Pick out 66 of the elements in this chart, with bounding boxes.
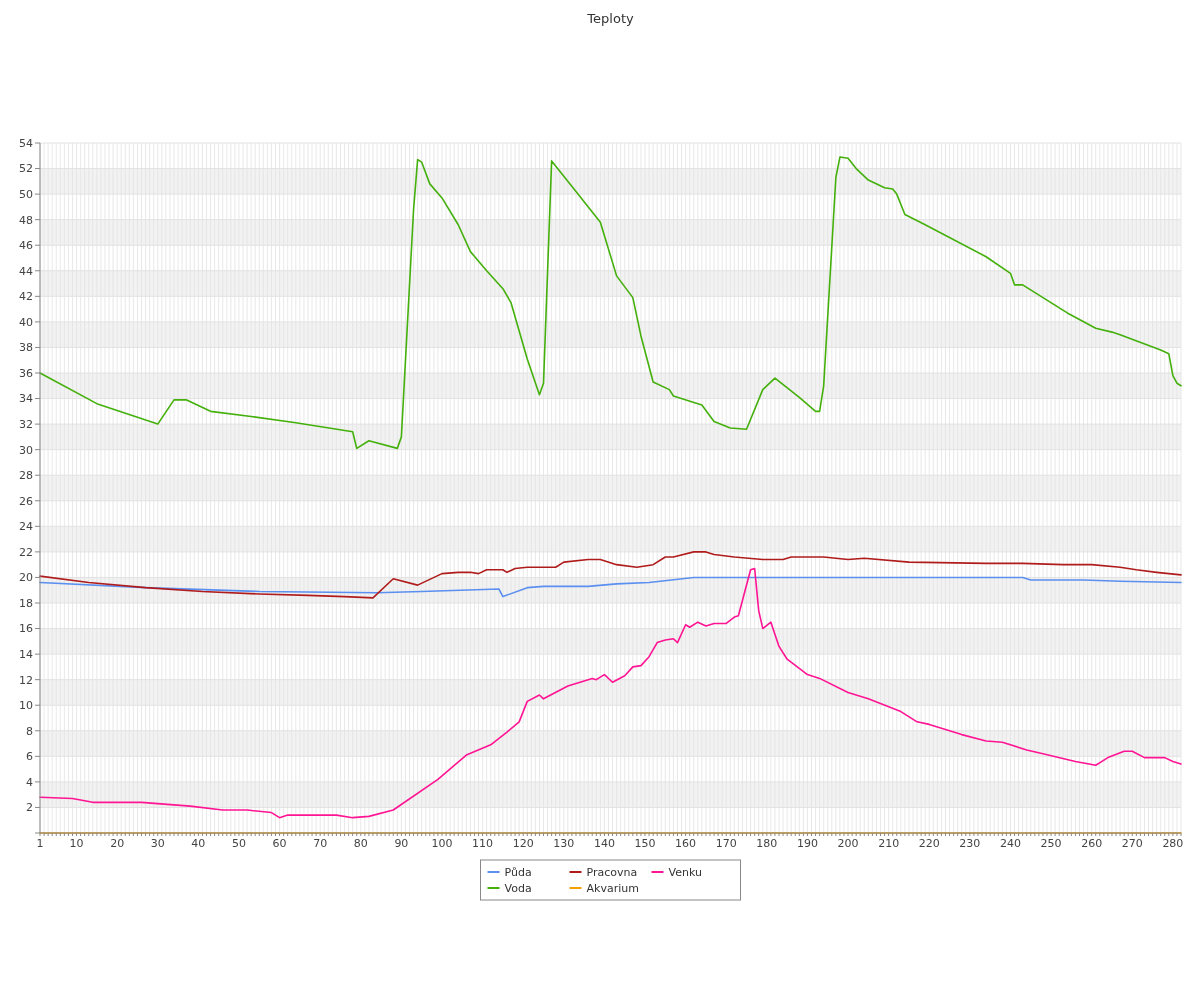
x-tick-label: 220	[918, 837, 940, 850]
line-series	[39, 567, 1182, 819]
y-tick-label: 10	[19, 699, 33, 713]
x-tick-label: 190	[796, 837, 818, 850]
x-tick-label: 140	[593, 837, 615, 850]
y-tick-label: 48	[19, 213, 33, 227]
x-tick-label: 70	[313, 837, 328, 850]
x-tick-label: 210	[878, 837, 900, 850]
x-tick-label: 110	[472, 837, 494, 850]
x-tick-label: 40	[191, 837, 206, 850]
line-series	[39, 576, 1182, 598]
x-tick-label: 30	[150, 837, 165, 850]
legend-label: Voda	[504, 881, 532, 895]
x-tick-label: 280	[1162, 837, 1184, 850]
x-tick-label: 170	[715, 837, 737, 850]
x-tick-label: 240	[999, 837, 1021, 850]
line-series	[39, 551, 1182, 599]
y-tick-label: 42	[19, 290, 33, 304]
line-series	[39, 156, 1182, 450]
legend-label: Akvarium	[586, 881, 639, 895]
y-tick-label: 44	[19, 264, 33, 278]
y-tick-label: 36	[19, 366, 33, 380]
x-tick-label: 150	[634, 837, 656, 850]
x-tick-label: 270	[1121, 837, 1143, 850]
y-tick-label: 18	[19, 596, 33, 610]
y-tick-label: 54	[19, 136, 33, 150]
y-tick-label: 52	[19, 162, 33, 176]
x-tick-label: 50	[231, 837, 246, 850]
y-tick-label: 14	[19, 647, 33, 661]
y-tick-label: 8	[26, 724, 33, 738]
legend-label: Půda	[504, 865, 532, 879]
x-tick-label: 160	[675, 837, 697, 850]
x-tick-label: 80	[353, 837, 368, 850]
y-tick-label: 38	[19, 341, 33, 355]
x-tick-label: 10	[69, 837, 84, 850]
x-tick-label: 130	[553, 837, 575, 850]
y-tick-label: 6	[26, 750, 33, 764]
y-tick-label: 30	[19, 443, 33, 457]
x-tick-label: 230	[959, 837, 981, 850]
y-tick-label: 4	[26, 775, 33, 789]
y-tick-label: 34	[19, 392, 33, 406]
chart-title: Teploty	[586, 11, 634, 26]
x-tick-label: 180	[756, 837, 778, 850]
y-tick-label: 16	[19, 622, 33, 636]
x-tick-label: 120	[512, 837, 534, 850]
y-tick-label: 22	[19, 545, 33, 559]
x-tick-label: 90	[394, 837, 409, 850]
y-tick-label: 28	[19, 469, 33, 483]
y-tick-label: 46	[19, 239, 33, 253]
legend-label: Pracovna	[586, 865, 638, 879]
y-tick-label: 20	[19, 571, 33, 585]
x-tick-label: 1	[36, 837, 44, 850]
legend-label: Venku	[668, 865, 702, 879]
y-tick-label: 32	[19, 417, 33, 431]
x-tick-label: 20	[110, 837, 125, 850]
y-tick-label: 12	[19, 673, 33, 687]
x-tick-label: 100	[431, 837, 453, 850]
x-tick-label: 200	[837, 837, 859, 850]
y-tick-label: 24	[19, 520, 33, 534]
y-tick-label: 40	[19, 315, 33, 329]
y-tick-label: 26	[19, 494, 33, 508]
x-tick-label: 60	[272, 837, 287, 850]
y-tick-label: 2	[26, 801, 33, 815]
y-tick-label: 50	[19, 187, 33, 201]
x-tick-label: 250	[1040, 837, 1062, 850]
x-tick-label: 260	[1081, 837, 1103, 850]
